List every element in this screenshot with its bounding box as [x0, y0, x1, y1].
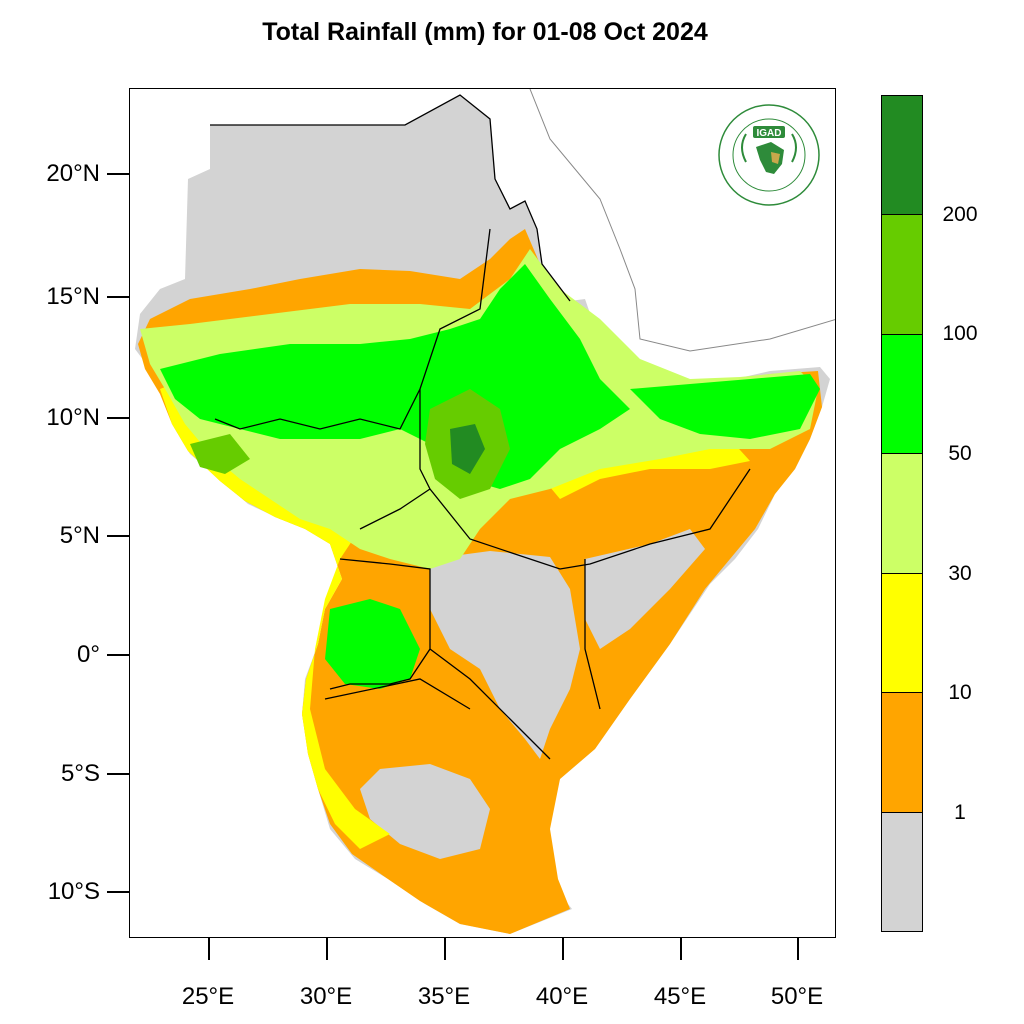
color-legend: [881, 95, 923, 932]
lat-tick: [107, 535, 129, 537]
lon-label: 25°E: [181, 983, 235, 1010]
igad-logo-icon: IGAD: [716, 102, 822, 208]
legend-swatch: [882, 96, 922, 215]
no-rain-kenya: [430, 551, 580, 759]
rain-50-100mm-uganda: [325, 599, 420, 689]
lat-tick: [107, 173, 129, 175]
lon-label: 45°E: [653, 983, 707, 1010]
lat-label: 10°N: [46, 404, 100, 431]
lat-label: 20°N: [46, 160, 100, 187]
legend-label: 1: [954, 801, 966, 824]
legend-swatch: [882, 692, 922, 812]
legend-swatch: [882, 453, 922, 573]
legend-label: 10: [948, 681, 972, 704]
lon-label: 40°E: [535, 983, 589, 1010]
lon-tick: [444, 938, 446, 960]
map-canvas: [135, 89, 835, 934]
lon-tick: [680, 938, 682, 960]
lat-label: 0°: [77, 641, 100, 668]
lat-tick: [107, 773, 129, 775]
legend-swatch: [882, 333, 922, 454]
rain-50-100mm-somalia: [630, 374, 820, 439]
rain-200-plus-mm: [450, 424, 485, 474]
lon-tick: [326, 938, 328, 960]
lon-tick: [208, 938, 210, 960]
map-title: Total Rainfall (mm) for 01-08 Oct 2024: [262, 18, 708, 46]
lat-label: 10°S: [47, 878, 100, 905]
legend-swatch: [882, 811, 922, 931]
legend-label: 100: [942, 322, 978, 345]
logo-text: IGAD: [757, 128, 782, 139]
lat-label: 5°S: [61, 760, 100, 787]
lat-tick: [107, 417, 129, 419]
lat-label: 5°N: [59, 522, 100, 549]
no-rain-somalia-inner: [585, 529, 705, 649]
country-borders: [210, 94, 751, 760]
lon-label: 35°E: [417, 983, 471, 1010]
rain-50-100mm: [160, 264, 630, 489]
legend-label: 50: [948, 442, 972, 465]
lat-tick: [107, 891, 129, 893]
rain-100-200mm-west: [190, 434, 250, 474]
lat-tick: [107, 654, 129, 656]
lat-label: 15°N: [46, 283, 100, 310]
legend-swatch: [882, 214, 922, 334]
lon-tick: [562, 938, 564, 960]
lon-label: 50°E: [770, 983, 824, 1010]
legend-label: 200: [942, 203, 978, 226]
legend-swatch: [882, 572, 922, 693]
no-rain-tanzania: [360, 764, 490, 859]
rainfall-map: [129, 88, 836, 938]
lon-label: 30°E: [299, 983, 353, 1010]
lon-tick: [797, 938, 799, 960]
lat-tick: [107, 296, 129, 298]
legend-label: 30: [948, 562, 972, 585]
arabian-coastline: [529, 89, 835, 352]
